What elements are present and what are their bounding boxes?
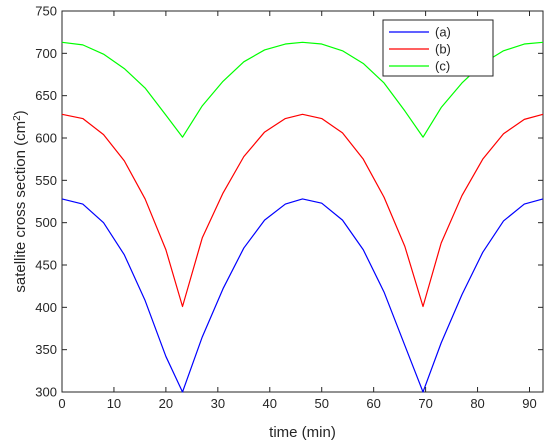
y-tick-label: 400	[35, 300, 57, 315]
x-tick-label: 50	[314, 396, 328, 411]
x-tick-label: 90	[522, 396, 536, 411]
legend-label: (b)	[435, 42, 451, 57]
y-tick-label: 550	[35, 173, 57, 188]
legend-label: (a)	[435, 25, 451, 40]
x-tick-label: 60	[366, 396, 380, 411]
legend-box	[382, 19, 494, 77]
series-layer	[61, 41, 544, 393]
x-tick-label: 0	[58, 396, 65, 411]
y-tick-label: 450	[35, 258, 57, 273]
y-tick-label: 750	[35, 4, 57, 19]
y-tick-label: 700	[35, 46, 57, 61]
y-tick-label: 350	[35, 342, 57, 357]
y-axis-label-main: satellite cross section (cm	[12, 121, 29, 293]
ticks-layer: 0 10 20 30 40 50 60 70 80 90 300 350 400 450 500 550 600…	[35, 4, 543, 411]
legend-label: (c)	[435, 59, 450, 74]
x-tick-label: 70	[418, 396, 432, 411]
series-line-b	[61, 113, 544, 308]
x-tick-label: 30	[211, 396, 225, 411]
y-tick-label: 600	[35, 131, 57, 146]
x-tick-label: 40	[263, 396, 277, 411]
y-tick-label: 650	[35, 88, 57, 103]
series-line-c	[61, 41, 544, 138]
legend: (a) (b) (c)	[382, 19, 494, 77]
series-line-a	[61, 198, 544, 393]
y-axis-label: satellite cross section (cm2)	[12, 110, 30, 292]
x-tick-label: 10	[107, 396, 121, 411]
x-tick-label: 80	[470, 396, 484, 411]
y-axis-label-superscript: 2	[12, 115, 23, 121]
x-axis-label: time (min)	[269, 424, 336, 441]
y-axis-label-close: )	[12, 110, 29, 115]
x-tick-label: 20	[159, 396, 173, 411]
y-tick-label: 300	[35, 385, 57, 400]
y-tick-label: 500	[35, 215, 57, 230]
